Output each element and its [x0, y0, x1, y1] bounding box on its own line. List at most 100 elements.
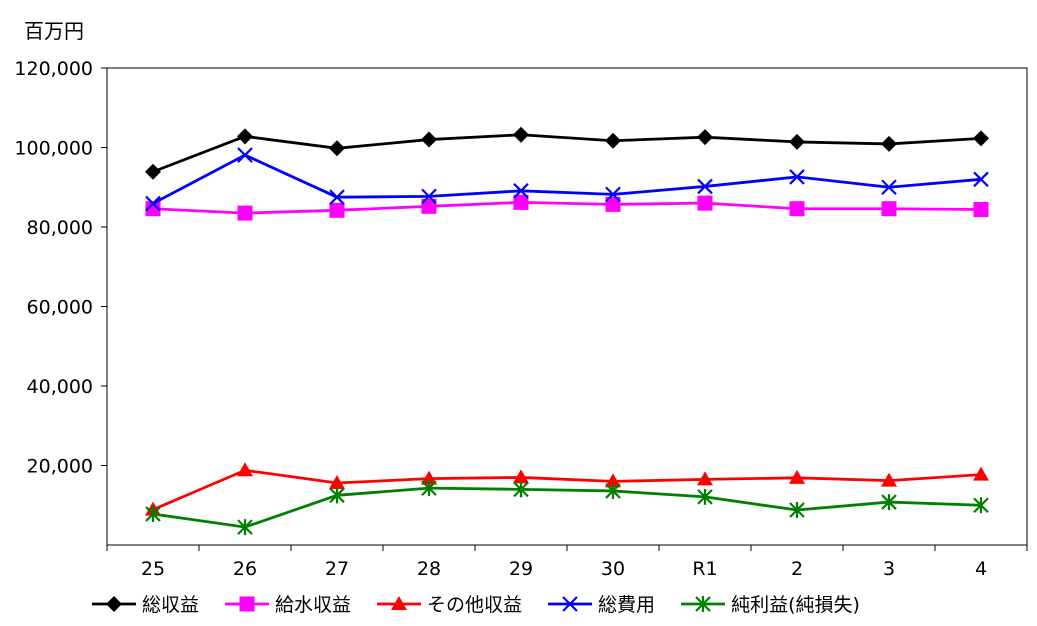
legend-swatch [548, 595, 593, 612]
y-tick-label: 20,000 [27, 456, 93, 478]
data-point [421, 480, 437, 497]
data-point [237, 205, 253, 221]
data-point [973, 130, 989, 147]
data-point [237, 147, 253, 163]
data-point [605, 473, 621, 488]
data-point [329, 140, 345, 157]
x-tick-label: 30 [601, 558, 625, 580]
y-tick-label: 80,000 [27, 217, 93, 239]
series-0 [145, 126, 989, 180]
data-point [881, 201, 897, 217]
data-point [697, 195, 713, 211]
legend-marker [106, 595, 122, 612]
data-point [513, 126, 529, 143]
data-point [789, 169, 805, 185]
legend-label: その他収益 [427, 594, 523, 616]
x-tick-label: 27 [325, 558, 349, 580]
x-tick-label: 4 [975, 558, 987, 580]
series-2 [145, 462, 989, 516]
x-tick-label: 28 [417, 558, 441, 580]
legend-marker [695, 595, 711, 612]
series-line [152, 468, 982, 511]
series-line [152, 133, 982, 174]
data-point [697, 129, 713, 146]
x-tick-label: 25 [141, 558, 165, 580]
data-point [237, 462, 253, 477]
data-point [881, 472, 897, 487]
x-tick-label: R1 [692, 558, 717, 580]
data-point [789, 133, 805, 150]
legend-label: 総費用 [598, 594, 656, 616]
legend-label: 総収益 [142, 594, 200, 616]
y-tick-label: 100,000 [14, 138, 93, 160]
data-point [145, 505, 161, 522]
data-point [421, 131, 437, 148]
legend-item: 総費用 [548, 590, 655, 617]
y-unit-label: 百万円 [24, 19, 84, 43]
data-point [789, 201, 805, 217]
data-point [237, 128, 253, 145]
data-point [329, 202, 345, 218]
data-point [605, 132, 621, 149]
data-point [145, 163, 161, 180]
data-point [145, 201, 161, 217]
series-line [152, 153, 982, 205]
data-point [881, 135, 897, 152]
data-point [421, 470, 437, 485]
x-tick-label: 26 [233, 558, 257, 580]
legend-label: 純利益(純損失) [731, 594, 860, 616]
series-1 [145, 194, 989, 221]
data-point [881, 179, 897, 196]
series-4 [145, 480, 989, 536]
data-point [697, 178, 713, 195]
data-point [973, 202, 989, 218]
data-point [973, 497, 989, 514]
x-tick-label: 3 [883, 558, 895, 580]
legend: 総収益 給水収益 その他収益 総費用 純利益(純損失) [92, 590, 860, 617]
data-point [881, 494, 897, 511]
legend-item: 総収益 [92, 590, 199, 617]
data-point [973, 466, 989, 481]
legend-swatch [377, 595, 422, 610]
legend-marker [562, 595, 578, 612]
data-point [973, 171, 989, 188]
data-point [421, 198, 437, 214]
legend-swatch [681, 595, 726, 612]
legend-item: その他収益 [377, 590, 522, 617]
data-point [697, 471, 713, 486]
legend-label: 給水収益 [275, 594, 352, 616]
y-tick-label: 40,000 [27, 376, 93, 398]
x-tick-label: 2 [791, 558, 803, 580]
data-point [789, 469, 805, 484]
data-point [329, 189, 345, 205]
chart-axes: 20,000 40,000 60,000 80,000 100,000 120,000 25… [14, 58, 1028, 580]
data-point [329, 474, 345, 489]
chart-series [145, 126, 989, 536]
legend-marker [239, 596, 255, 611]
series-3 [145, 147, 989, 212]
data-point [605, 482, 621, 499]
y-tick-label: 60,000 [27, 297, 93, 319]
data-point [605, 186, 621, 203]
data-point [513, 183, 529, 199]
series-line [152, 486, 982, 529]
data-point [329, 487, 345, 504]
legend-swatch [225, 596, 270, 611]
data-point [789, 502, 805, 519]
y-tick-label: 120,000 [14, 58, 93, 80]
data-point [145, 195, 161, 212]
data-point [605, 196, 621, 212]
legend-item: 純利益(純損失) [681, 590, 860, 617]
data-point [513, 469, 529, 484]
legend-swatch [92, 595, 136, 612]
data-point [421, 188, 437, 205]
series-line [152, 200, 982, 215]
data-point [237, 519, 253, 536]
x-tick-label: 29 [509, 558, 533, 580]
data-point [513, 481, 529, 498]
legend-item: 給水収益 [225, 590, 351, 617]
legend-marker [391, 595, 408, 610]
data-point [513, 194, 529, 210]
data-point [697, 488, 713, 505]
